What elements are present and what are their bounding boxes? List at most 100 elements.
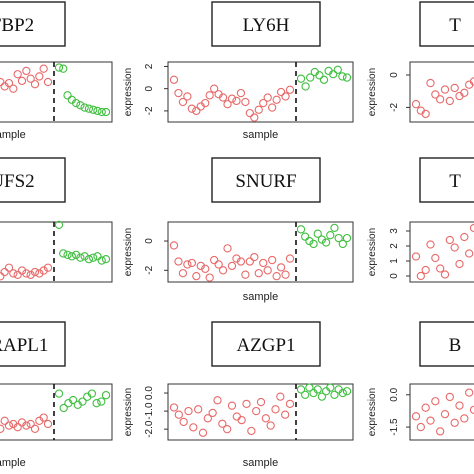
data-point-green — [59, 64, 68, 73]
data-point-green — [296, 74, 306, 83]
data-point-green — [101, 254, 111, 264]
plot-frame — [0, 61, 113, 123]
data-point-green — [309, 239, 318, 249]
data-point-red — [285, 85, 295, 94]
gene-title-box — [0, 321, 66, 367]
data-point-green — [330, 223, 339, 233]
data-point-red — [227, 401, 237, 410]
data-point-green — [301, 232, 310, 241]
gene-title: UFS2 — [0, 171, 35, 192]
x-axis-label: sample — [243, 457, 278, 469]
data-point-red — [214, 260, 223, 269]
plot-frame — [409, 61, 474, 123]
data-point-red — [263, 266, 272, 275]
plot-frame — [409, 221, 474, 283]
data-point-red — [4, 421, 14, 430]
panel-ndufs2: UFS2 — [0, 157, 113, 283]
data-point-green — [317, 235, 327, 244]
data-point-red — [416, 271, 425, 281]
y-tick-label: -1.5 — [389, 418, 400, 436]
data-point-green — [76, 101, 85, 110]
data-point-red — [469, 223, 474, 233]
data-point-red — [276, 263, 286, 272]
data-point-green — [301, 390, 310, 399]
y-axis-label: expression — [367, 388, 378, 436]
panel-azgp1: AZGP1 0.0 -1.0-2.0 expression sample — [123, 321, 354, 469]
data-point-red — [205, 273, 214, 282]
plot-frame — [409, 383, 474, 441]
data-point-red — [213, 396, 222, 405]
data-point-red — [272, 95, 281, 104]
data-point-green — [296, 225, 306, 234]
data-point-red — [232, 96, 241, 106]
data-point-red — [460, 414, 469, 423]
data-point-red — [22, 421, 31, 430]
data-point-green — [92, 399, 101, 408]
data-point-red — [440, 85, 450, 94]
y-tick-label: -2.0 — [144, 420, 155, 438]
y-tick-label: -1.0 — [144, 402, 155, 420]
data-point-green — [333, 65, 342, 74]
gene-title-box — [211, 157, 321, 203]
data-point-green — [317, 392, 327, 401]
data-point-green — [76, 253, 85, 262]
data-point-green — [68, 395, 78, 405]
data-point-red — [223, 425, 232, 434]
data-point-green — [67, 252, 76, 261]
data-point-red — [281, 270, 290, 279]
plot-frame — [0, 383, 113, 441]
data-point-red — [411, 412, 421, 421]
data-point-green — [97, 256, 106, 265]
gene-title: AZGP1 — [236, 335, 295, 356]
data-point-green — [338, 388, 347, 398]
gene-title: SNURF — [235, 171, 296, 192]
data-point-red — [169, 241, 179, 250]
y-tick-label: 0.0 — [144, 386, 155, 400]
data-point-red — [431, 397, 440, 406]
data-point-green — [80, 103, 89, 112]
data-point-red — [445, 235, 454, 245]
data-point-green — [93, 252, 102, 261]
data-point-red — [26, 270, 35, 280]
data-point-green — [87, 389, 97, 398]
gene-title: T — [449, 171, 461, 192]
y-tick-label: 0 — [144, 238, 155, 244]
data-point-green — [305, 236, 314, 246]
data-point-red — [245, 257, 254, 266]
data-point-green — [329, 70, 338, 79]
data-point-red — [281, 92, 290, 101]
y-tick-label: 0 — [389, 273, 400, 279]
data-point-red — [198, 428, 208, 437]
data-point-red — [245, 108, 254, 118]
panel-t: T 3 2 1 0 expression — [367, 157, 474, 283]
data-point-red — [285, 399, 295, 409]
gene-title: T — [449, 15, 461, 36]
panel-ly6h: LY6H 2 0 -2 expression sample — [123, 1, 354, 141]
data-point-red — [250, 252, 259, 262]
data-point-red — [281, 410, 290, 419]
data-point-red — [256, 397, 266, 407]
data-point-red — [254, 105, 263, 114]
data-point-red — [450, 418, 459, 427]
y-axis-label: expression — [367, 68, 378, 116]
data-point-red — [194, 405, 203, 414]
data-point-red — [263, 93, 272, 102]
data-point-red — [426, 416, 435, 425]
data-point-red — [445, 392, 454, 402]
data-point-green — [330, 390, 339, 399]
data-point-red — [39, 266, 48, 275]
data-point-red — [455, 401, 464, 410]
data-point-green — [342, 73, 352, 82]
data-point-green — [97, 107, 106, 117]
data-point-red — [252, 406, 261, 416]
data-point-green — [305, 383, 314, 392]
data-point-red — [460, 88, 469, 97]
data-point-red — [241, 97, 250, 107]
data-point-red — [259, 258, 268, 268]
data-point-red — [460, 232, 469, 242]
data-point-red — [0, 424, 5, 433]
data-point-red — [178, 269, 188, 278]
data-point-green — [71, 250, 81, 260]
data-point-green — [319, 75, 329, 84]
data-point-red — [241, 270, 250, 279]
